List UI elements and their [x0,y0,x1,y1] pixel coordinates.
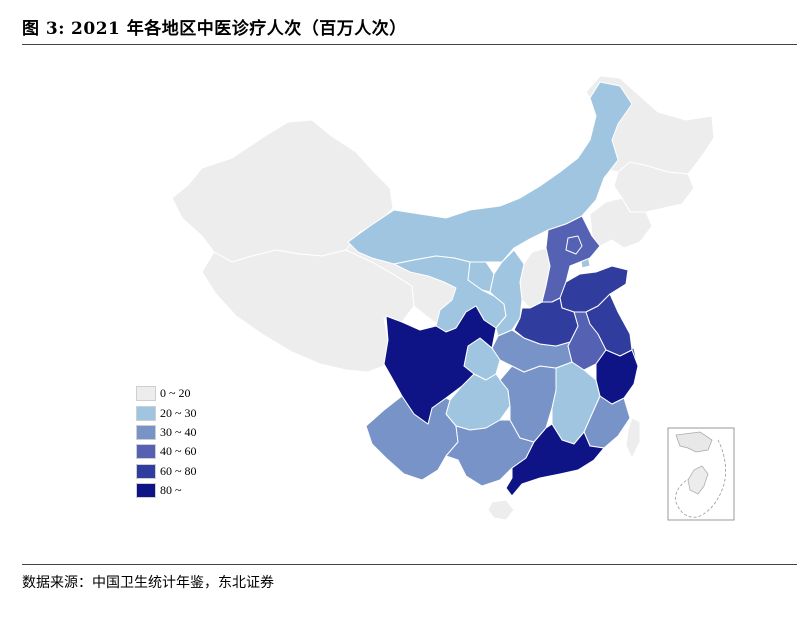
map-legend: 0 ~ 20 20 ~ 30 30 ~ 40 40 ~ 60 60 ~ 80 80 ~ [136,384,197,500]
inset-islands [687,465,709,495]
legend-item: 20 ~ 30 [136,403,197,422]
legend-item: 0 ~ 20 [136,384,197,403]
figure-title: 图 3: 2021 年各地区中医诊疗人次（百万人次） [22,14,413,39]
region-guangdong [505,423,605,497]
legend-label: 40 ~ 60 [160,444,197,459]
region-zhejiang [595,349,639,405]
legend-label: 20 ~ 30 [160,405,197,420]
region-beijing [565,235,583,255]
region-sichuan [383,305,497,425]
legend-item: 80 ~ [136,481,197,500]
legend-item: 60 ~ 80 [136,462,197,481]
south-china-sea-inset [667,427,735,521]
legend-swatch [136,463,156,479]
legend-label: 30 ~ 40 [160,424,197,439]
legend-label: 0 ~ 20 [160,386,191,401]
legend-swatch [136,386,156,402]
title-rule [22,44,797,45]
region-hainan [487,499,515,521]
legend-label: 80 ~ [160,483,182,498]
legend-swatch [136,424,156,440]
legend-swatch [136,405,156,421]
region-henan [513,297,579,347]
legend-swatch [136,444,156,460]
region-hebei [541,215,601,303]
legend-swatch [136,483,156,499]
legend-item: 40 ~ 60 [136,442,197,461]
source-note: 数据来源：中国卫生统计年鉴，东北证券 [22,575,274,591]
figure-label: 图 3: [22,19,66,39]
source-rule [22,564,797,565]
figure-title-text: 2021 年各地区中医诊疗人次（百万人次） [71,19,407,39]
legend-item: 30 ~ 40 [136,423,197,442]
legend-label: 60 ~ 80 [160,463,197,478]
region-taiwan [625,417,641,459]
region-shandong [559,265,629,313]
inset-coast [675,431,713,453]
inset-island-chain [675,439,726,518]
